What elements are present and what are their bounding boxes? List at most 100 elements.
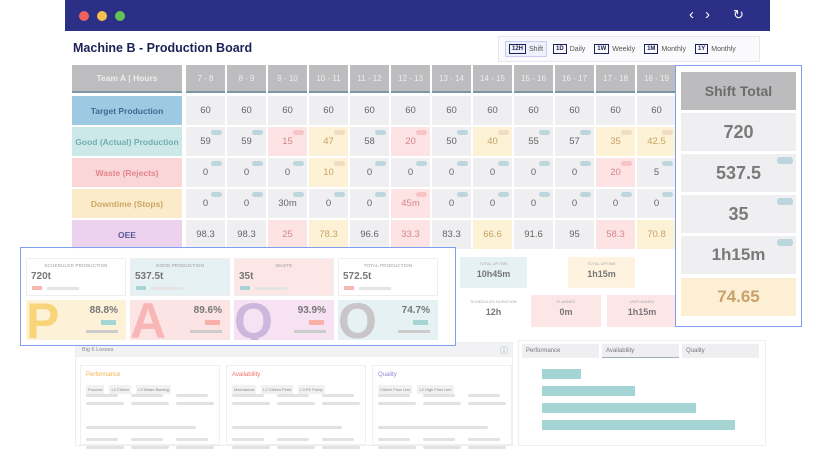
comment-icon[interactable] (211, 192, 222, 197)
table-cell[interactable]: 20 (391, 127, 430, 156)
comment-icon[interactable] (211, 161, 222, 166)
table-cell[interactable]: 0 (350, 158, 389, 187)
table-cell[interactable]: 10 (309, 158, 348, 187)
comment-icon[interactable] (375, 161, 386, 166)
table-cell[interactable]: 0 (473, 189, 512, 218)
table-cell[interactable]: 0 (637, 189, 676, 218)
table-cell[interactable]: 0 (309, 189, 348, 218)
table-cell[interactable]: 47 (309, 127, 348, 156)
table-cell[interactable]: 91.6 (514, 220, 553, 249)
loss-chip[interactable]: Process (86, 385, 105, 394)
tab-4[interactable]: 1Y Monthly (692, 42, 739, 56)
comment-icon[interactable] (498, 192, 509, 197)
comment-icon[interactable] (498, 161, 509, 166)
comment-icon[interactable] (293, 161, 304, 166)
table-cell[interactable]: 0 (555, 158, 594, 187)
table-cell[interactable]: 60 (596, 96, 635, 125)
table-cell[interactable]: 78.3 (309, 220, 348, 249)
table-cell[interactable]: 0 (186, 189, 225, 218)
table-cell[interactable]: 0 (473, 158, 512, 187)
comment-icon[interactable] (252, 130, 263, 135)
table-cell[interactable]: 58.3 (596, 220, 635, 249)
table-cell[interactable]: 42.5 (637, 127, 676, 156)
table-cell[interactable]: 0 (514, 189, 553, 218)
comment-icon[interactable] (777, 239, 793, 246)
table-cell[interactable]: 0 (432, 189, 471, 218)
comment-icon[interactable] (539, 130, 550, 135)
table-cell[interactable]: 98.3 (227, 220, 266, 249)
table-cell[interactable]: 60 (637, 96, 676, 125)
comment-icon[interactable] (375, 130, 386, 135)
chart-tab-0[interactable]: Performance (522, 344, 599, 358)
comment-icon[interactable] (375, 192, 386, 197)
comment-icon[interactable] (293, 192, 304, 197)
comment-icon[interactable] (252, 161, 263, 166)
loss-chip[interactable]: L3 PK Pump (298, 385, 325, 394)
back-icon[interactable]: ‹ (689, 6, 694, 23)
table-cell[interactable]: 83.3 (432, 220, 471, 249)
table-cell[interactable]: 45m (391, 189, 430, 218)
loss-chip[interactable]: Mechanical (232, 385, 257, 394)
table-cell[interactable]: 50 (432, 127, 471, 156)
comment-icon[interactable] (457, 192, 468, 197)
table-cell[interactable]: 0 (555, 189, 594, 218)
chart-tab-2[interactable]: Quality (682, 344, 759, 358)
chart-tab-1[interactable]: Availability (602, 344, 679, 358)
comment-icon[interactable] (580, 192, 591, 197)
comment-icon[interactable] (211, 130, 222, 135)
table-cell[interactable]: 60 (432, 96, 471, 125)
table-cell[interactable]: 95 (555, 220, 594, 249)
comment-icon[interactable] (580, 130, 591, 135)
comment-icon[interactable] (457, 161, 468, 166)
table-cell[interactable]: 0 (432, 158, 471, 187)
table-cell[interactable]: 57 (555, 127, 594, 156)
comment-icon[interactable] (621, 161, 632, 166)
comment-icon[interactable] (662, 161, 673, 166)
table-cell[interactable]: 15 (268, 127, 307, 156)
comment-icon[interactable] (621, 130, 632, 135)
table-cell[interactable]: 60 (350, 96, 389, 125)
comment-icon[interactable] (777, 198, 793, 205)
loss-chip[interactable]: Citizen Flow Line (378, 385, 413, 394)
table-cell[interactable]: 5 (637, 158, 676, 187)
table-cell[interactable]: 0 (268, 158, 307, 187)
table-cell[interactable]: 96.6 (350, 220, 389, 249)
table-cell[interactable]: 60 (514, 96, 553, 125)
loss-chip[interactable]: L2 Citizen (109, 385, 132, 394)
comment-icon[interactable] (334, 161, 345, 166)
tab-3[interactable]: 1M Monthly (641, 42, 689, 56)
table-cell[interactable]: 60 (473, 96, 512, 125)
minimize-dot[interactable] (97, 11, 107, 21)
table-cell[interactable]: 60 (309, 96, 348, 125)
table-cell[interactable]: 0 (350, 189, 389, 218)
loss-chip[interactable]: L2 Citizen Point (261, 385, 294, 394)
comment-icon[interactable] (777, 157, 793, 164)
maximize-dot[interactable] (115, 11, 125, 21)
table-cell[interactable]: 60 (268, 96, 307, 125)
loss-chip[interactable]: L2 High Flow Line (417, 385, 454, 394)
comment-icon[interactable] (662, 130, 673, 135)
table-cell[interactable]: 70.8 (637, 220, 676, 249)
table-cell[interactable]: 66.6 (473, 220, 512, 249)
comment-icon[interactable] (539, 161, 550, 166)
close-dot[interactable] (79, 11, 89, 21)
table-cell[interactable]: 0 (227, 158, 266, 187)
comment-icon[interactable] (662, 192, 673, 197)
tab-1[interactable]: 1D Daily (550, 42, 588, 56)
table-cell[interactable]: 60 (555, 96, 594, 125)
comment-icon[interactable] (416, 130, 427, 135)
comment-icon[interactable] (334, 130, 345, 135)
comment-icon[interactable] (252, 192, 263, 197)
table-cell[interactable]: 30m (268, 189, 307, 218)
table-cell[interactable]: 35 (596, 127, 635, 156)
comment-icon[interactable] (621, 192, 632, 197)
table-cell[interactable]: 55 (514, 127, 553, 156)
table-cell[interactable]: 98.3 (186, 220, 225, 249)
tab-0[interactable]: 12H Shift (505, 41, 548, 57)
comment-icon[interactable] (539, 192, 550, 197)
table-cell[interactable]: 58 (350, 127, 389, 156)
tab-2[interactable]: 1W Weekly (591, 42, 638, 56)
comment-icon[interactable] (293, 130, 304, 135)
table-cell[interactable]: 0 (514, 158, 553, 187)
table-cell[interactable]: 60 (391, 96, 430, 125)
